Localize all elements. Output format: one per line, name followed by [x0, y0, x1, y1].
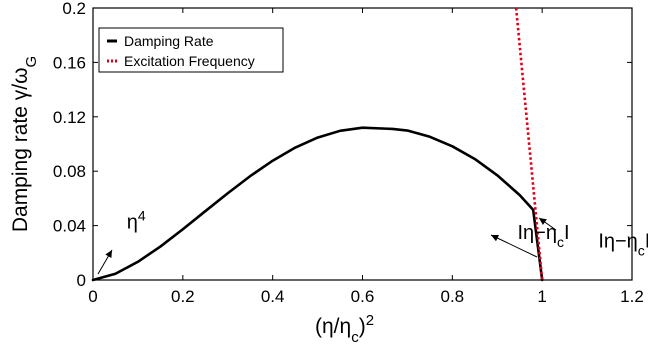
annotation-arrowhead: [539, 218, 547, 225]
x-tick-label: 0.2: [171, 287, 195, 306]
annotation-arrowhead: [105, 250, 112, 258]
y-tick-label: 0.2: [62, 0, 86, 18]
x-tick-label: 0.6: [351, 287, 375, 306]
legend-label-excitation-frequency: Excitation Frequency: [124, 53, 255, 69]
annotation-arrowhead: [491, 234, 499, 242]
x-tick-label: 1.2: [620, 287, 644, 306]
x-axis-title: (η/ηc)2: [315, 312, 374, 346]
axis-ticks: 0 0.2 0.4 0.6 0.8 1 1.2 0 0.04 0.08 0.12 0.16 0.2: [53, 0, 644, 306]
x-tick-label: 0.8: [441, 287, 465, 306]
annotation-label: Iη−ηcI1/2: [598, 226, 648, 258]
annotation-label: η4: [127, 207, 146, 233]
x-tick-label: 1: [537, 287, 546, 306]
y-tick-label: 0.04: [53, 217, 86, 236]
series-layer: [91, 7, 544, 282]
series-line-1: [514, 7, 544, 281]
annotations: η4 Iη−ηcI Iη−ηcI1/2: [97, 207, 648, 275]
y-axis-title: Damping rate γ/ωG: [9, 56, 40, 232]
legend-label-damping-rate: Damping Rate: [124, 33, 214, 49]
legend-box: [98, 27, 284, 73]
x-tick-label: 0: [88, 287, 97, 306]
y-tick-label: 0.08: [53, 162, 86, 181]
y-tick-label: 0.12: [53, 108, 86, 127]
legend: Damping Rate Excitation Frequency: [98, 27, 284, 73]
series-line-0: [91, 126, 544, 282]
x-tick-label: 0.4: [261, 287, 285, 306]
annotation-label: Iη−ηcI: [517, 222, 569, 250]
annotation-arrow: [490, 234, 538, 258]
y-tick-label: 0: [77, 271, 86, 290]
y-tick-label: 0.16: [53, 53, 86, 72]
